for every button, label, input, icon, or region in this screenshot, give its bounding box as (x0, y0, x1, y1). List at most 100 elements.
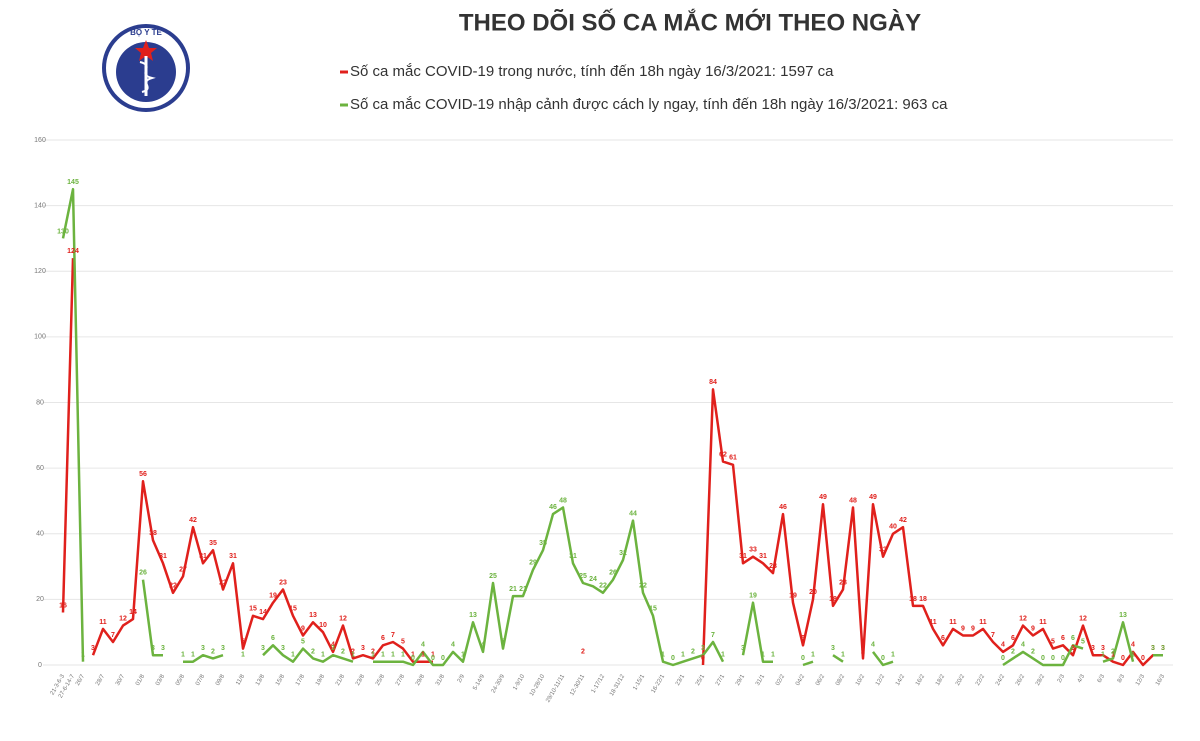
value-label: 1 (291, 652, 295, 659)
value-label: 56 (139, 471, 147, 478)
value-label: 5 (241, 638, 245, 645)
value-label: 7 (391, 632, 395, 639)
series-line (61, 187, 1163, 667)
value-label: 0 (1041, 655, 1045, 662)
x-tick-label: 23/1 (675, 673, 686, 687)
value-label: 3 (331, 645, 335, 652)
value-label: 2 (211, 648, 215, 655)
x-tick-label: 24-30/9 (491, 673, 507, 694)
value-label: 23 (219, 579, 227, 586)
value-label: 124 (67, 248, 79, 255)
value-label: 31 (569, 553, 577, 560)
value-label: 9 (961, 625, 965, 632)
value-label: 4 (871, 642, 875, 649)
value-label: 7 (991, 632, 995, 639)
x-tick-label: 11/8 (235, 673, 246, 686)
value-label: 3 (1161, 645, 1165, 652)
value-label: 12 (119, 615, 127, 622)
value-label: 0 (441, 655, 445, 662)
x-tick-label: 10-28/10 (529, 673, 546, 697)
value-label: 3 (221, 645, 225, 652)
value-label: 21 (509, 586, 517, 593)
x-tick-label: 28/2 (1035, 673, 1046, 687)
x-tick-label: 29/10-11/11 (545, 673, 566, 704)
value-label: 14 (259, 609, 267, 616)
x-tick-label: 03/8 (155, 673, 166, 687)
x-tick-label: 31/8 (435, 673, 446, 687)
value-label: 145 (67, 179, 79, 186)
value-label: 2 (1031, 648, 1035, 655)
x-tick-label: 29/1 (735, 673, 746, 687)
value-label: 18 (919, 596, 927, 603)
value-label: 35 (539, 540, 547, 547)
value-label: 1 (181, 652, 185, 659)
x-tick-label: 1-9/10 (512, 673, 526, 691)
value-label: 25 (489, 573, 497, 580)
value-label: 3 (1151, 645, 1155, 652)
value-label: 1 (321, 652, 325, 659)
value-label: 48 (849, 497, 857, 504)
value-label: 5 (1081, 638, 1085, 645)
y-tick-label: 20 (36, 596, 44, 603)
value-label: 2 (691, 648, 695, 655)
value-label: 0 (701, 655, 705, 662)
value-label: 2 (861, 648, 865, 655)
value-label: 1 (391, 652, 395, 659)
value-label: 1 (381, 652, 385, 659)
value-label: 0 (671, 655, 675, 662)
value-label: 1 (1101, 652, 1105, 659)
value-label: 31 (159, 553, 167, 560)
value-label: 3 (91, 645, 95, 652)
value-label: 22 (639, 583, 647, 590)
x-tick-label: 16/2 (915, 673, 926, 687)
value-label: 15 (289, 606, 297, 613)
value-label: 1 (411, 652, 415, 659)
legend-label: Số ca mắc COVID-19 nhập cảnh được cách l… (350, 96, 948, 113)
x-tick-label: 05/8 (175, 673, 186, 687)
value-label: 1 (721, 652, 725, 659)
value-label: 7 (711, 632, 715, 639)
value-label: 0 (1051, 655, 1055, 662)
x-tick-label: 25/1 (695, 673, 706, 687)
value-label: 1 (461, 652, 465, 659)
x-tick-label: 15/8 (275, 673, 286, 687)
x-tick-label: 16/3 (1155, 673, 1166, 687)
x-tick-label: 01/8 (135, 673, 146, 687)
value-label: 28 (769, 563, 777, 570)
value-label: 3 (201, 645, 205, 652)
y-tick-label: 100 (34, 334, 46, 341)
value-label: 61 (729, 455, 737, 462)
value-label: 1 (191, 652, 195, 659)
value-label: 6 (1061, 635, 1065, 642)
x-tick-label: 14/2 (895, 673, 906, 687)
value-label: 7 (111, 632, 115, 639)
value-label: 62 (719, 451, 727, 458)
y-tick-label: 80 (36, 399, 44, 406)
value-label: 0 (411, 655, 415, 662)
value-label: 1 (431, 652, 435, 659)
x-tick-label: 1-17/12 (591, 673, 607, 694)
value-label: 1 (841, 652, 845, 659)
value-label: 0 (1141, 655, 1145, 662)
value-label: 2 (581, 648, 585, 655)
value-label: 4 (1021, 642, 1025, 649)
value-label: 49 (869, 494, 877, 501)
x-tick-label: 31/1 (755, 673, 766, 687)
value-label: 24 (589, 576, 597, 583)
x-tick-label: 13/8 (255, 673, 266, 687)
x-tick-label: 18-31/12 (609, 673, 626, 697)
x-tick-label: 27/1 (715, 673, 726, 687)
value-label: 9 (1031, 625, 1035, 632)
x-tick-label: 02/2 (775, 673, 786, 687)
value-label: 48 (559, 497, 567, 504)
chart-title: THEO DÕI SỐ CA MẮC MỚI THEO NGÀY (459, 8, 921, 36)
x-tick-label: 12/3 (1135, 673, 1146, 687)
value-label: 2 (371, 648, 375, 655)
value-label: 6 (1011, 635, 1015, 642)
value-label: 2 (311, 648, 315, 655)
value-label: 12 (1079, 615, 1087, 622)
value-label: 1 (401, 652, 405, 659)
x-tick-label: 21/8 (335, 673, 346, 687)
value-label: 46 (779, 504, 787, 511)
value-label: 4 (421, 642, 425, 649)
